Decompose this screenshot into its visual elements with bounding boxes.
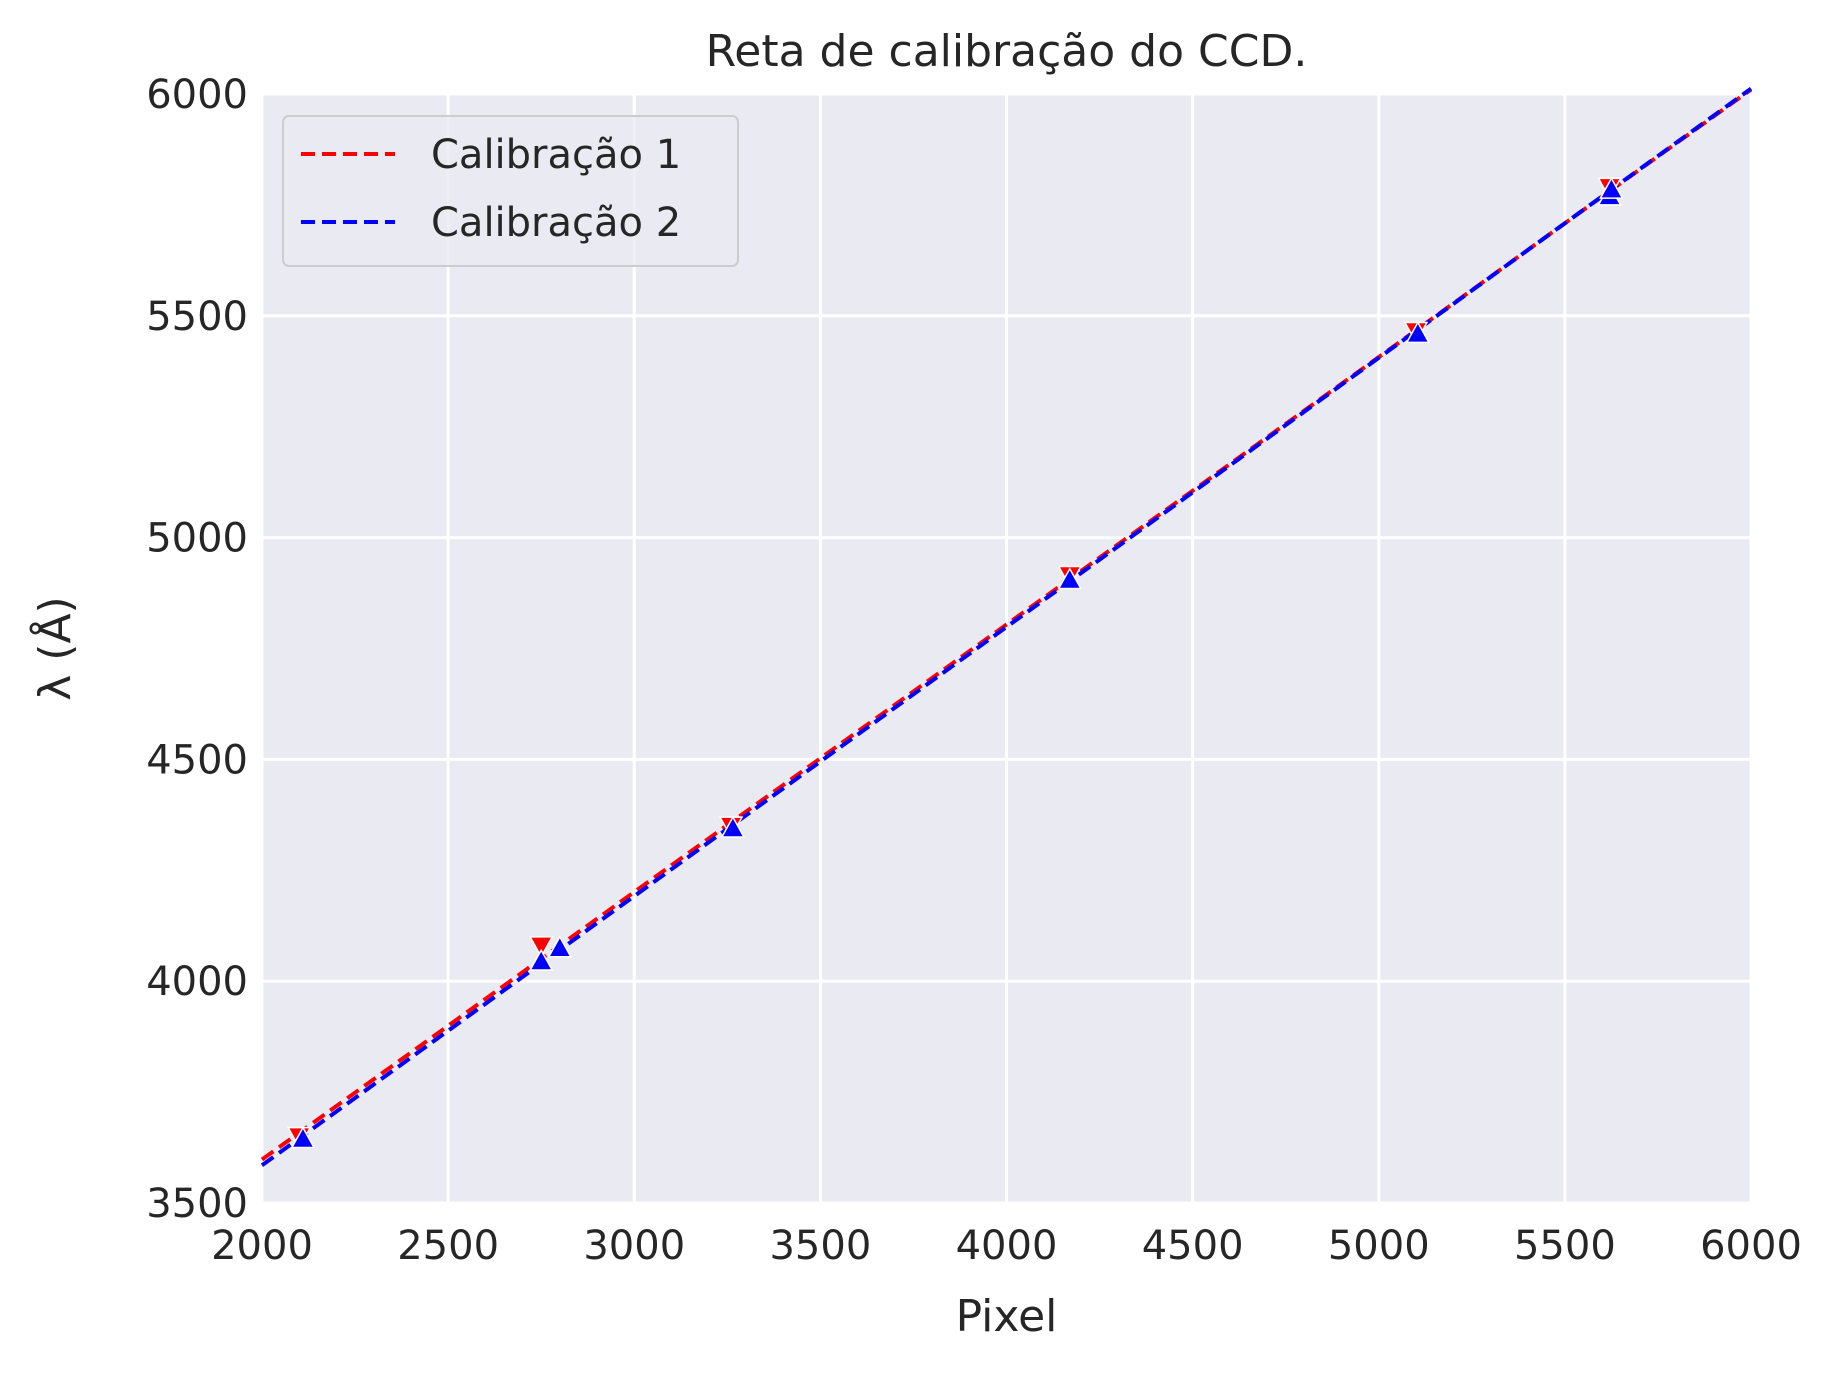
y-tick-labels: 3500 4000 4500 5000 5500 6000 xyxy=(146,72,248,1227)
y-tick-label: 5000 xyxy=(146,516,248,562)
y-tick-label: 3500 xyxy=(146,1181,248,1227)
x-tick-label: 4500 xyxy=(1142,1223,1244,1269)
data-markers xyxy=(286,176,1624,1150)
grid-lines xyxy=(260,92,1753,1205)
data-point-series-2 xyxy=(547,935,573,958)
x-tick-label: 5500 xyxy=(1514,1223,1616,1269)
x-tick-label: 2500 xyxy=(397,1223,499,1269)
chart-title: Reta de calibração do CCD. xyxy=(706,26,1308,77)
data-point-series-2 xyxy=(720,815,746,838)
y-tick-label: 5500 xyxy=(146,294,248,340)
fit-line-series-2 xyxy=(260,87,1753,1167)
fit-line-series-1 xyxy=(260,87,1753,1162)
x-tick-label: 3500 xyxy=(769,1223,871,1269)
y-tick-label: 6000 xyxy=(146,72,248,118)
y-axis-label: λ (Å) xyxy=(28,596,81,700)
x-tick-label: 2000 xyxy=(211,1223,313,1269)
x-tick-label: 3000 xyxy=(583,1223,685,1269)
legend-label-calibracao-1: Calibração 1 xyxy=(431,132,681,178)
y-tick-label: 4000 xyxy=(146,959,248,1005)
data-point-series-2 xyxy=(290,1126,316,1149)
data-point-series-2 xyxy=(1405,320,1431,344)
x-tick-label: 6000 xyxy=(1700,1223,1802,1269)
legend: Calibração 1 Calibração 2 xyxy=(282,115,739,267)
data-point-series-2 xyxy=(1057,567,1083,590)
data-point-series-2 xyxy=(528,948,554,971)
data-point-series-1 xyxy=(528,936,554,959)
legend-label-calibracao-2: Calibração 2 xyxy=(431,200,681,246)
x-tick-label: 4000 xyxy=(956,1223,1058,1269)
fit-lines xyxy=(260,87,1753,1167)
legend-box xyxy=(282,115,739,267)
data-point-series-2 xyxy=(1599,176,1624,199)
x-tick-labels: 2000 2500 3000 3500 4000 4500 5000 5500 6000 xyxy=(211,1223,1802,1269)
x-tick-label: 5000 xyxy=(1328,1223,1430,1269)
x-axis-label: Pixel xyxy=(956,1291,1058,1342)
y-tick-label: 4500 xyxy=(146,737,248,783)
